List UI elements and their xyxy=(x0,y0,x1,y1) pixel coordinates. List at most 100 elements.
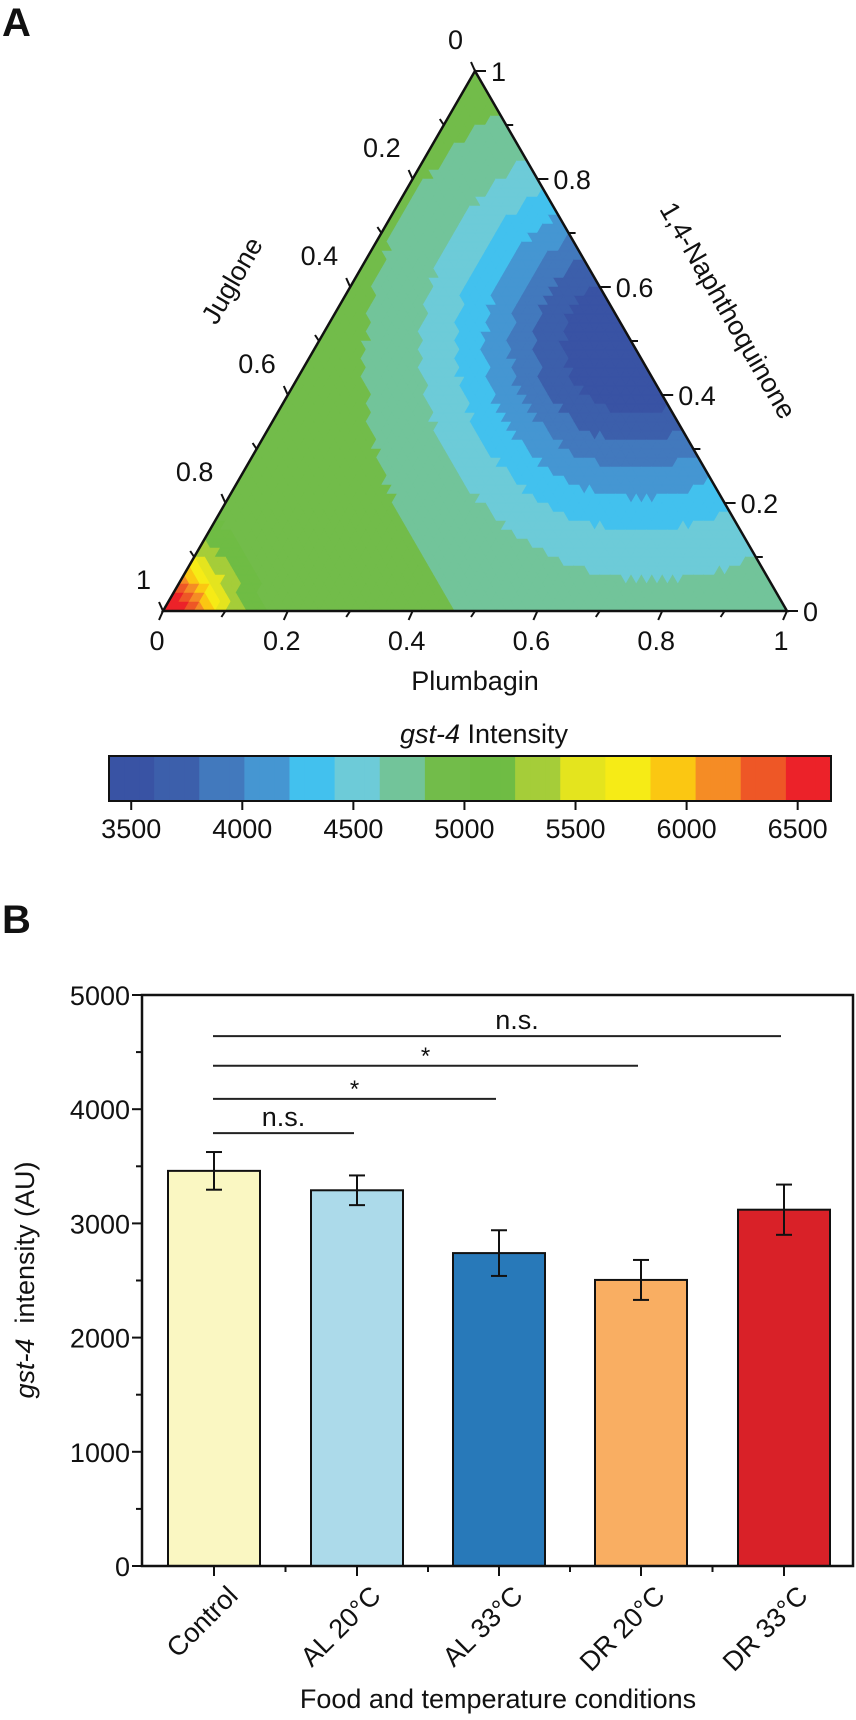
naphthoquinone-tick-label: 0.8 xyxy=(553,165,591,195)
y-tick-label: 4000 xyxy=(70,1095,130,1125)
colorbar-swatch xyxy=(139,756,155,801)
naphthoquinone-tick-label: 0.6 xyxy=(616,273,654,303)
bars xyxy=(167,1151,831,1568)
juglone-tick xyxy=(314,334,320,342)
plumbagin-tick-label: 0.4 xyxy=(388,626,426,656)
juglone-tick xyxy=(282,385,289,396)
colorbar-swatch xyxy=(815,756,832,801)
contour-cell xyxy=(318,601,330,611)
bar xyxy=(310,1189,404,1567)
colorbar-swatch xyxy=(199,756,215,801)
significance-label: * xyxy=(421,1043,430,1070)
colorbar-swatch xyxy=(800,756,817,801)
colorbar-swatch xyxy=(590,756,606,801)
plumbagin-tick-label: 0.2 xyxy=(263,626,301,656)
naphthoquinone-tick-label: 0 xyxy=(803,597,818,627)
y-tick-label: 3000 xyxy=(70,1209,130,1239)
colorbar-swatch xyxy=(334,756,351,801)
colorbar-swatch xyxy=(349,756,366,801)
contour-cell xyxy=(308,601,320,611)
plumbagin-tick-label: 0 xyxy=(149,626,164,656)
panel-b-label: B xyxy=(2,898,31,942)
contour-cell xyxy=(214,601,226,611)
juglone-tick-label: 0.6 xyxy=(238,349,276,379)
plumbagin-tick xyxy=(782,610,788,621)
colorbar-swatch xyxy=(379,756,396,801)
colorbar-swatch xyxy=(259,756,276,801)
colorbar-swatch xyxy=(364,756,381,801)
juglone-tick xyxy=(158,601,164,612)
significance-label: * xyxy=(350,1076,359,1103)
colorbar-swatches xyxy=(109,756,832,801)
colorbar-swatch xyxy=(319,756,336,801)
contour-cell xyxy=(276,601,289,611)
colorbar-swatch xyxy=(695,756,712,801)
colorbar-swatch xyxy=(485,756,501,801)
juglone-tick xyxy=(438,118,445,126)
colorbar-swatch xyxy=(169,756,185,801)
bar xyxy=(452,1252,546,1568)
colorbar-swatch xyxy=(755,756,772,801)
significance-brackets: n.s. * * n.s. xyxy=(213,1005,781,1135)
colorbar-swatch xyxy=(124,756,140,801)
colorbar-swatch xyxy=(229,756,245,801)
juglone-tick xyxy=(470,61,476,72)
juglone-tick xyxy=(345,277,352,288)
colorbar-ticks: 3500 4000 4500 5000 5500 6000 6500 xyxy=(101,801,828,844)
plumbagin-tick xyxy=(407,610,414,621)
colorbar-swatch xyxy=(304,756,321,801)
plumbagin-tick xyxy=(158,610,164,621)
colorbar-swatch xyxy=(214,756,230,801)
ternary-contour-surface xyxy=(163,71,787,611)
colorbar-swatch xyxy=(605,756,622,801)
colorbar-swatch xyxy=(409,756,426,801)
plumbagin-tick xyxy=(282,610,289,621)
colorbar-swatch xyxy=(515,756,531,801)
colorbar-swatch xyxy=(740,756,757,801)
bar-chart: n.s. * * n.s. 0 1000 2000 3000 4000 5000 Control A… xyxy=(10,981,855,1714)
colorbar-swatch xyxy=(530,756,546,801)
colorbar-swatch xyxy=(394,756,411,801)
juglone-tick xyxy=(376,226,383,234)
colorbar-title-rest: Intensity xyxy=(460,719,569,749)
bar xyxy=(167,1169,261,1568)
juglone-tick-label: 0.8 xyxy=(176,457,214,487)
y-axis-label-gene: gst-4 xyxy=(10,1339,40,1399)
colorbar-swatch xyxy=(454,756,471,801)
plumbagin-tick-label: 0.6 xyxy=(513,626,551,656)
naphthoquinone-axis-label: 1,4-Naphthoquinone xyxy=(654,197,802,424)
colorbar-swatch xyxy=(500,756,516,801)
juglone-tick xyxy=(189,550,196,558)
contour-cell xyxy=(224,601,237,611)
contour-cell xyxy=(193,601,206,611)
naphthoquinone-tick-label: 0.4 xyxy=(678,381,716,411)
plumbagin-tick-label: 1 xyxy=(773,626,788,656)
colorbar-swatch xyxy=(244,756,261,801)
juglone-tick-label: 0 xyxy=(448,25,463,55)
plumbagin-tick xyxy=(532,610,539,621)
colorbar-swatch xyxy=(424,756,441,801)
bar xyxy=(737,1208,831,1568)
x-tick-label: DR 20°C xyxy=(574,1580,671,1677)
colorbar-swatch xyxy=(545,756,561,801)
contour-cell xyxy=(172,601,185,611)
colorbar-swatch xyxy=(575,756,591,801)
colorbar-title: gst-4 Intensity xyxy=(400,719,569,749)
colorbar-swatch xyxy=(665,756,682,801)
colorbar-tick-label: 5000 xyxy=(434,814,494,844)
colorbar-swatch xyxy=(710,756,727,801)
juglone-tick xyxy=(251,442,258,450)
x-tick-label: DR 33°C xyxy=(717,1580,814,1677)
contour-cell xyxy=(328,601,341,611)
contour-cell xyxy=(287,601,299,611)
colorbar-swatch xyxy=(635,756,652,801)
contour-cell xyxy=(204,601,216,611)
colorbar-swatch xyxy=(770,756,787,801)
panel-a-label: A xyxy=(2,1,31,45)
x-tick-label: AL 20°C xyxy=(295,1580,387,1672)
y-axis-label: gst-4 intensity (AU) xyxy=(10,1161,40,1398)
y-tick-label: 1000 xyxy=(70,1438,130,1468)
contour-cell xyxy=(256,601,268,611)
bar xyxy=(594,1278,688,1567)
naphthoquinone-tick-label: 1 xyxy=(491,57,506,87)
